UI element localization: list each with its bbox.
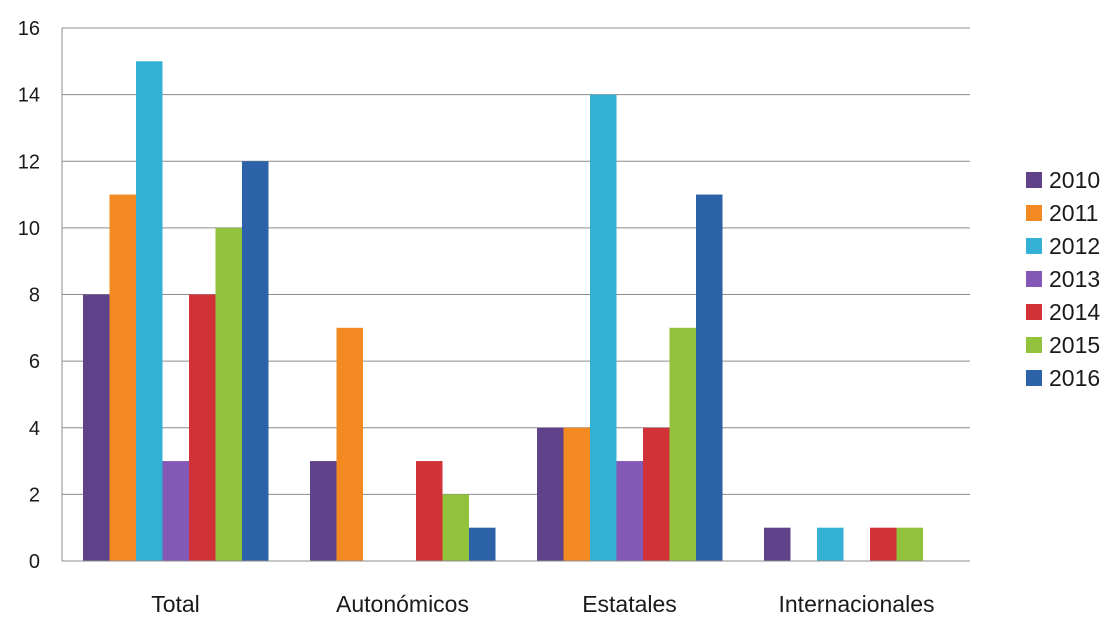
- bar: [696, 194, 723, 561]
- x-axis-ticks: Total Autonómicos Estatales Internacionales: [151, 591, 934, 617]
- bar: [643, 427, 670, 561]
- x-tick-label: Autonómicos: [336, 591, 469, 617]
- y-tick-label: 14: [18, 85, 40, 107]
- legend: 2010 2011 2012 2013 2014 2015 2016: [1026, 167, 1100, 391]
- y-tick-label: 6: [29, 351, 40, 373]
- bar: [136, 61, 163, 561]
- y-tick-label: 0: [29, 551, 40, 573]
- bar: [336, 327, 363, 561]
- legend-swatch: [1026, 271, 1042, 287]
- y-tick-label: 16: [18, 18, 40, 40]
- y-tick-label: 12: [18, 151, 40, 173]
- legend-swatch: [1026, 337, 1042, 353]
- bar: [616, 461, 643, 561]
- bar: [817, 527, 844, 561]
- legend-label: 2012: [1049, 233, 1100, 259]
- bar: [109, 194, 136, 561]
- y-tick-label: 8: [29, 285, 40, 307]
- bar: [162, 461, 189, 561]
- bar: [242, 161, 269, 561]
- x-tick-label: Total: [151, 591, 200, 617]
- legend-swatch: [1026, 304, 1042, 320]
- legend-label: 2016: [1049, 365, 1100, 391]
- bar: [189, 294, 216, 561]
- x-tick-label: Estatales: [582, 591, 677, 617]
- y-tick-label: 2: [29, 484, 40, 506]
- y-tick-label: 4: [29, 418, 40, 440]
- bar: [310, 461, 337, 561]
- legend-swatch: [1026, 238, 1042, 254]
- legend-label: 2010: [1049, 167, 1100, 193]
- bar: [215, 227, 242, 561]
- legend-label: 2015: [1049, 332, 1100, 358]
- legend-label: 2011: [1049, 200, 1098, 226]
- bar: [870, 527, 897, 561]
- bar: [590, 94, 617, 561]
- axes: [61, 28, 970, 562]
- legend-label: 2013: [1049, 266, 1100, 292]
- y-axis-ticks: 0 2 4 6 8 10 12 14 16: [18, 18, 40, 573]
- bar: [563, 427, 590, 561]
- bars: [83, 61, 923, 561]
- legend-label: 2014: [1049, 299, 1100, 325]
- bar: [469, 527, 496, 561]
- bar: [669, 327, 696, 561]
- x-tick-label: Internacionales: [779, 591, 935, 617]
- bar: [764, 527, 791, 561]
- bar: [537, 427, 564, 561]
- legend-swatch: [1026, 370, 1042, 386]
- bar: [442, 494, 469, 561]
- legend-swatch: [1026, 172, 1042, 188]
- legend-swatch: [1026, 205, 1042, 221]
- y-tick-label: 10: [18, 218, 40, 240]
- bar: [83, 294, 110, 561]
- bar: [416, 461, 443, 561]
- bar: [896, 527, 923, 561]
